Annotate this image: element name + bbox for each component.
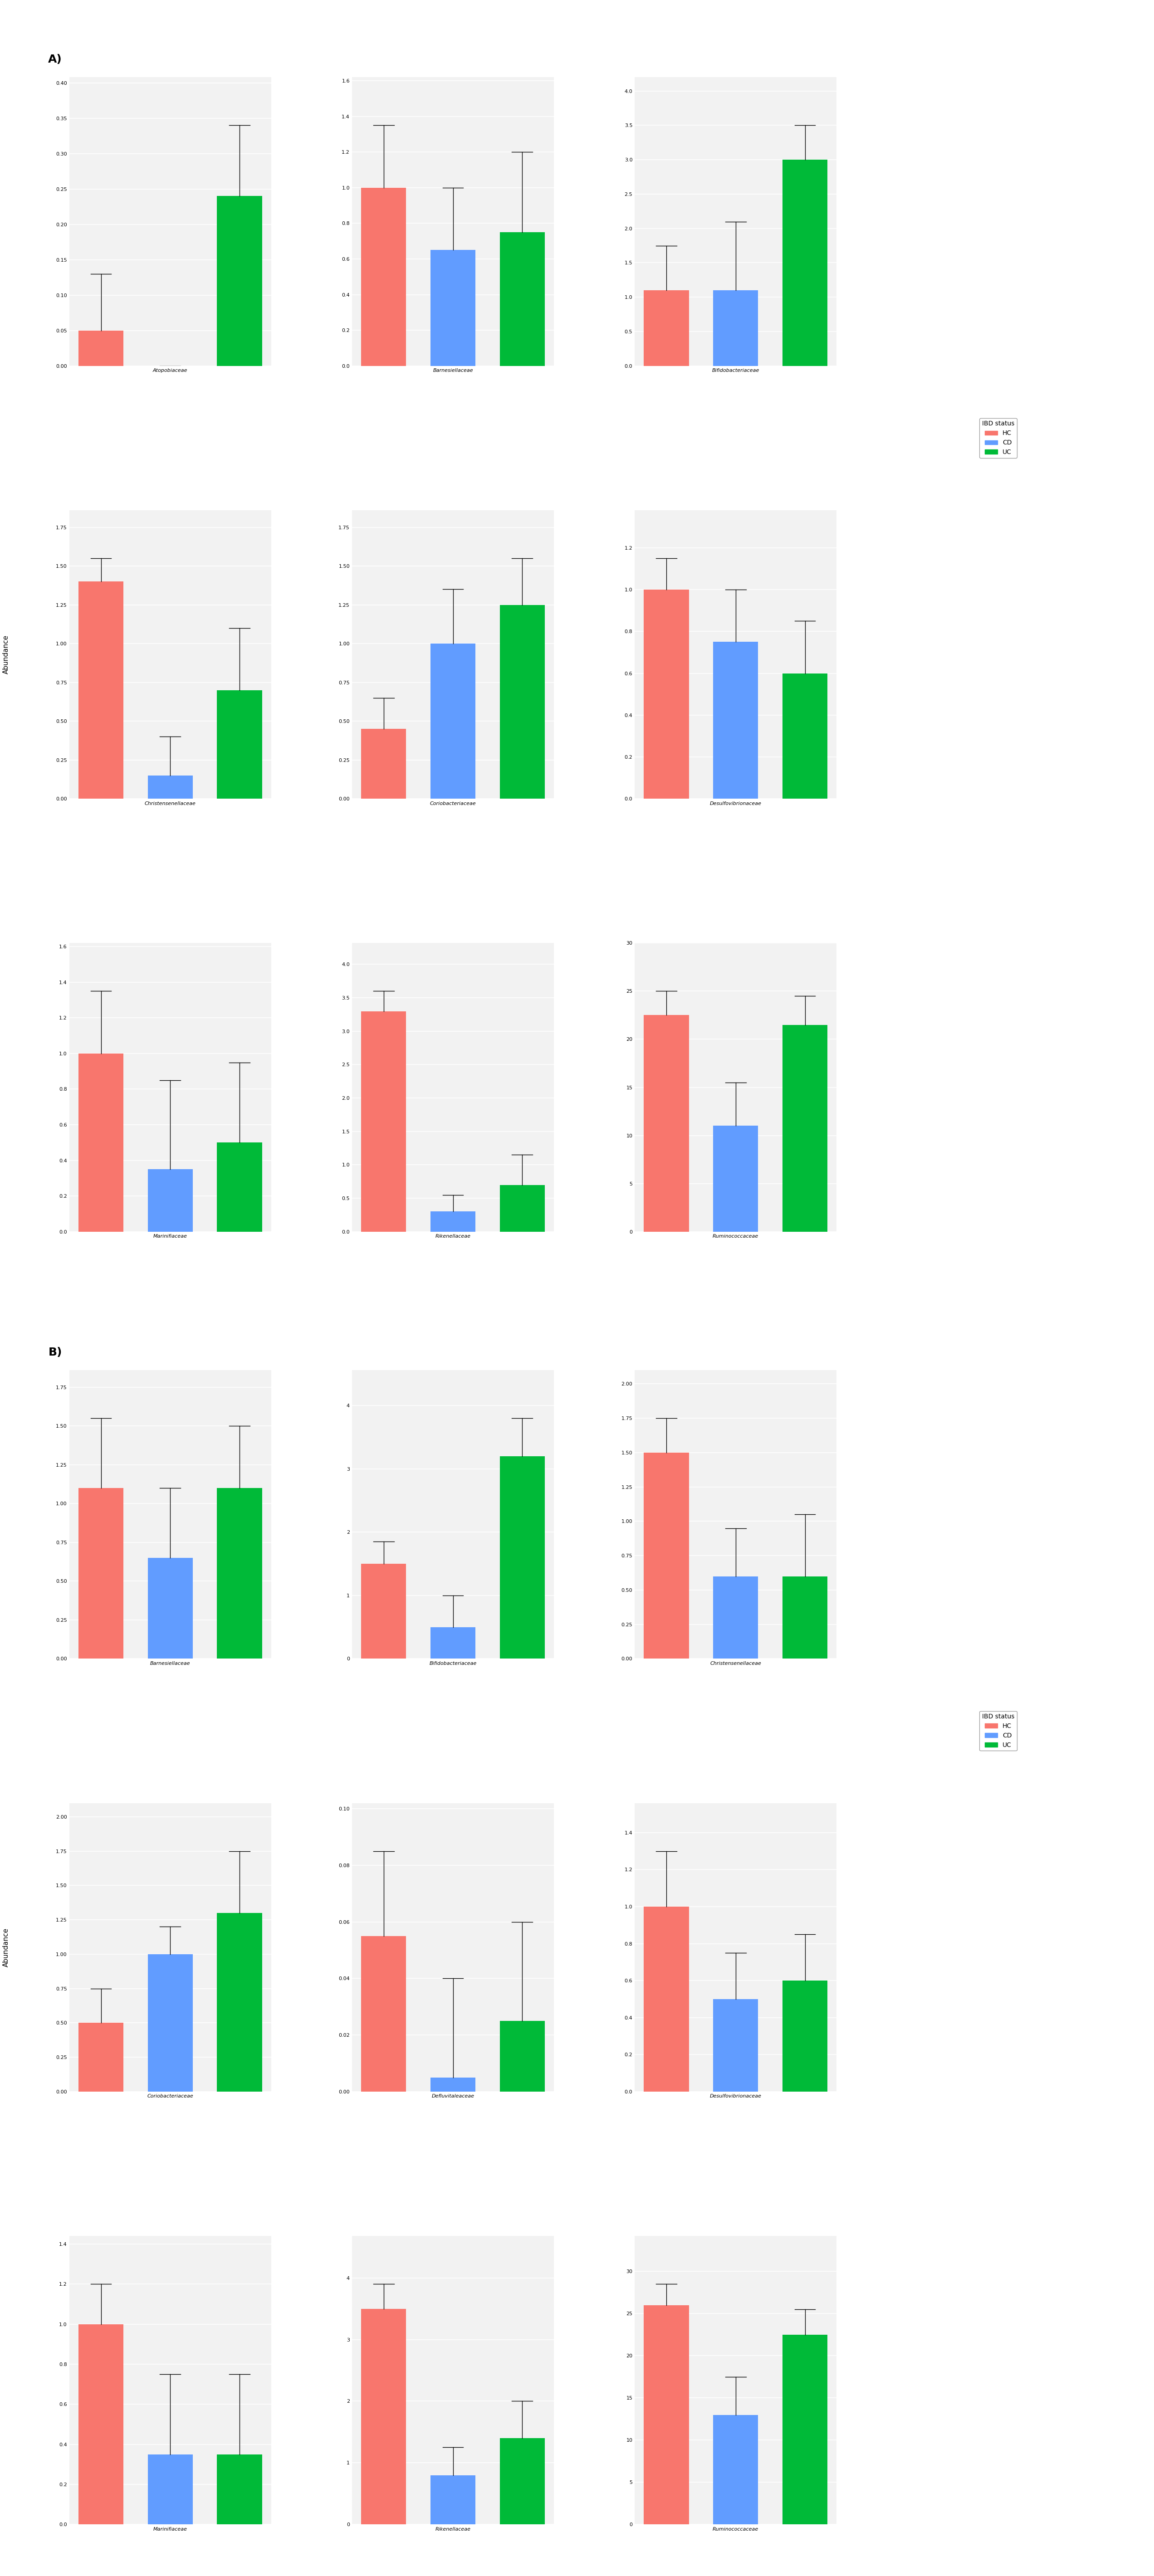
Bar — [148, 775, 193, 799]
Bar — [78, 2324, 123, 2524]
Bar — [217, 690, 262, 799]
X-axis label: Coriobacteriaceae: Coriobacteriaceae — [148, 2094, 193, 2099]
Bar — [713, 641, 758, 799]
Bar — [430, 2476, 475, 2524]
X-axis label: Defluvitaleaceae: Defluvitaleaceae — [432, 2094, 474, 2099]
Bar — [644, 291, 689, 366]
Bar — [644, 1015, 689, 1231]
X-axis label: Christensenellaceae: Christensenellaceae — [710, 1662, 762, 1667]
Bar — [361, 729, 406, 799]
Bar — [361, 1564, 406, 1659]
Bar — [713, 1577, 758, 1659]
Bar — [782, 160, 827, 366]
Bar — [78, 2022, 123, 2092]
X-axis label: Barnesiellaceae: Barnesiellaceae — [150, 1662, 190, 1667]
Bar — [430, 2076, 475, 2092]
Bar — [148, 1170, 193, 1231]
Bar — [782, 1981, 827, 2092]
Text: Abundance: Abundance — [2, 634, 9, 675]
X-axis label: Rikenellaceae: Rikenellaceae — [435, 1234, 471, 1239]
Bar — [361, 1937, 406, 2092]
Bar — [78, 582, 123, 799]
X-axis label: Bifidobacteriaceae: Bifidobacteriaceae — [712, 368, 759, 374]
Bar — [500, 2437, 545, 2524]
Bar — [78, 1489, 123, 1659]
Legend: HC, CD, UC: HC, CD, UC — [980, 1710, 1017, 1752]
Bar — [361, 1012, 406, 1231]
Bar — [430, 250, 475, 366]
Bar — [500, 232, 545, 366]
Bar — [713, 1126, 758, 1231]
X-axis label: Rikenellaceae: Rikenellaceae — [435, 2527, 471, 2532]
Bar — [361, 188, 406, 366]
Bar — [361, 2308, 406, 2524]
Bar — [782, 2334, 827, 2524]
Bar — [148, 1955, 193, 2092]
Text: A): A) — [48, 54, 62, 64]
Bar — [78, 330, 123, 366]
Bar — [148, 1558, 193, 1659]
Bar — [500, 1455, 545, 1659]
Bar — [217, 2455, 262, 2524]
Bar — [782, 1577, 827, 1659]
Bar — [217, 1489, 262, 1659]
Bar — [500, 1185, 545, 1231]
Bar — [430, 644, 475, 799]
X-axis label: Coriobacteriaceae: Coriobacteriaceae — [430, 801, 475, 806]
Bar — [644, 2306, 689, 2524]
Bar — [500, 2020, 545, 2092]
Bar — [217, 1144, 262, 1231]
X-axis label: Ruminococcaceae: Ruminococcaceae — [713, 2527, 758, 2532]
Text: Abundance: Abundance — [2, 1927, 9, 1968]
Legend: HC, CD, UC: HC, CD, UC — [980, 417, 1017, 459]
Text: B): B) — [48, 1347, 62, 1358]
Bar — [782, 1025, 827, 1231]
Bar — [148, 2455, 193, 2524]
X-axis label: Barnesiellaceae: Barnesiellaceae — [433, 368, 473, 374]
X-axis label: Ruminococcaceae: Ruminococcaceae — [713, 1234, 758, 1239]
Bar — [500, 605, 545, 799]
Bar — [430, 1211, 475, 1231]
Bar — [78, 1054, 123, 1231]
Bar — [782, 672, 827, 799]
Bar — [644, 1453, 689, 1659]
X-axis label: Marinifiaceae: Marinifiaceae — [153, 2527, 187, 2532]
Bar — [713, 2414, 758, 2524]
X-axis label: Bifidobacteriaceae: Bifidobacteriaceae — [429, 1662, 477, 1667]
Bar — [644, 1906, 689, 2092]
Bar — [217, 196, 262, 366]
Bar — [430, 1628, 475, 1659]
Bar — [644, 590, 689, 799]
X-axis label: Atopobiaceae: Atopobiaceae — [152, 368, 188, 374]
Bar — [713, 291, 758, 366]
Bar — [217, 1914, 262, 2092]
X-axis label: Desulfovibrionaceae: Desulfovibrionaceae — [710, 801, 762, 806]
X-axis label: Desulfovibrionaceae: Desulfovibrionaceae — [710, 2094, 762, 2099]
X-axis label: Marinifiaceae: Marinifiaceae — [153, 1234, 187, 1239]
Bar — [713, 1999, 758, 2092]
X-axis label: Christensenellaceae: Christensenellaceae — [144, 801, 196, 806]
